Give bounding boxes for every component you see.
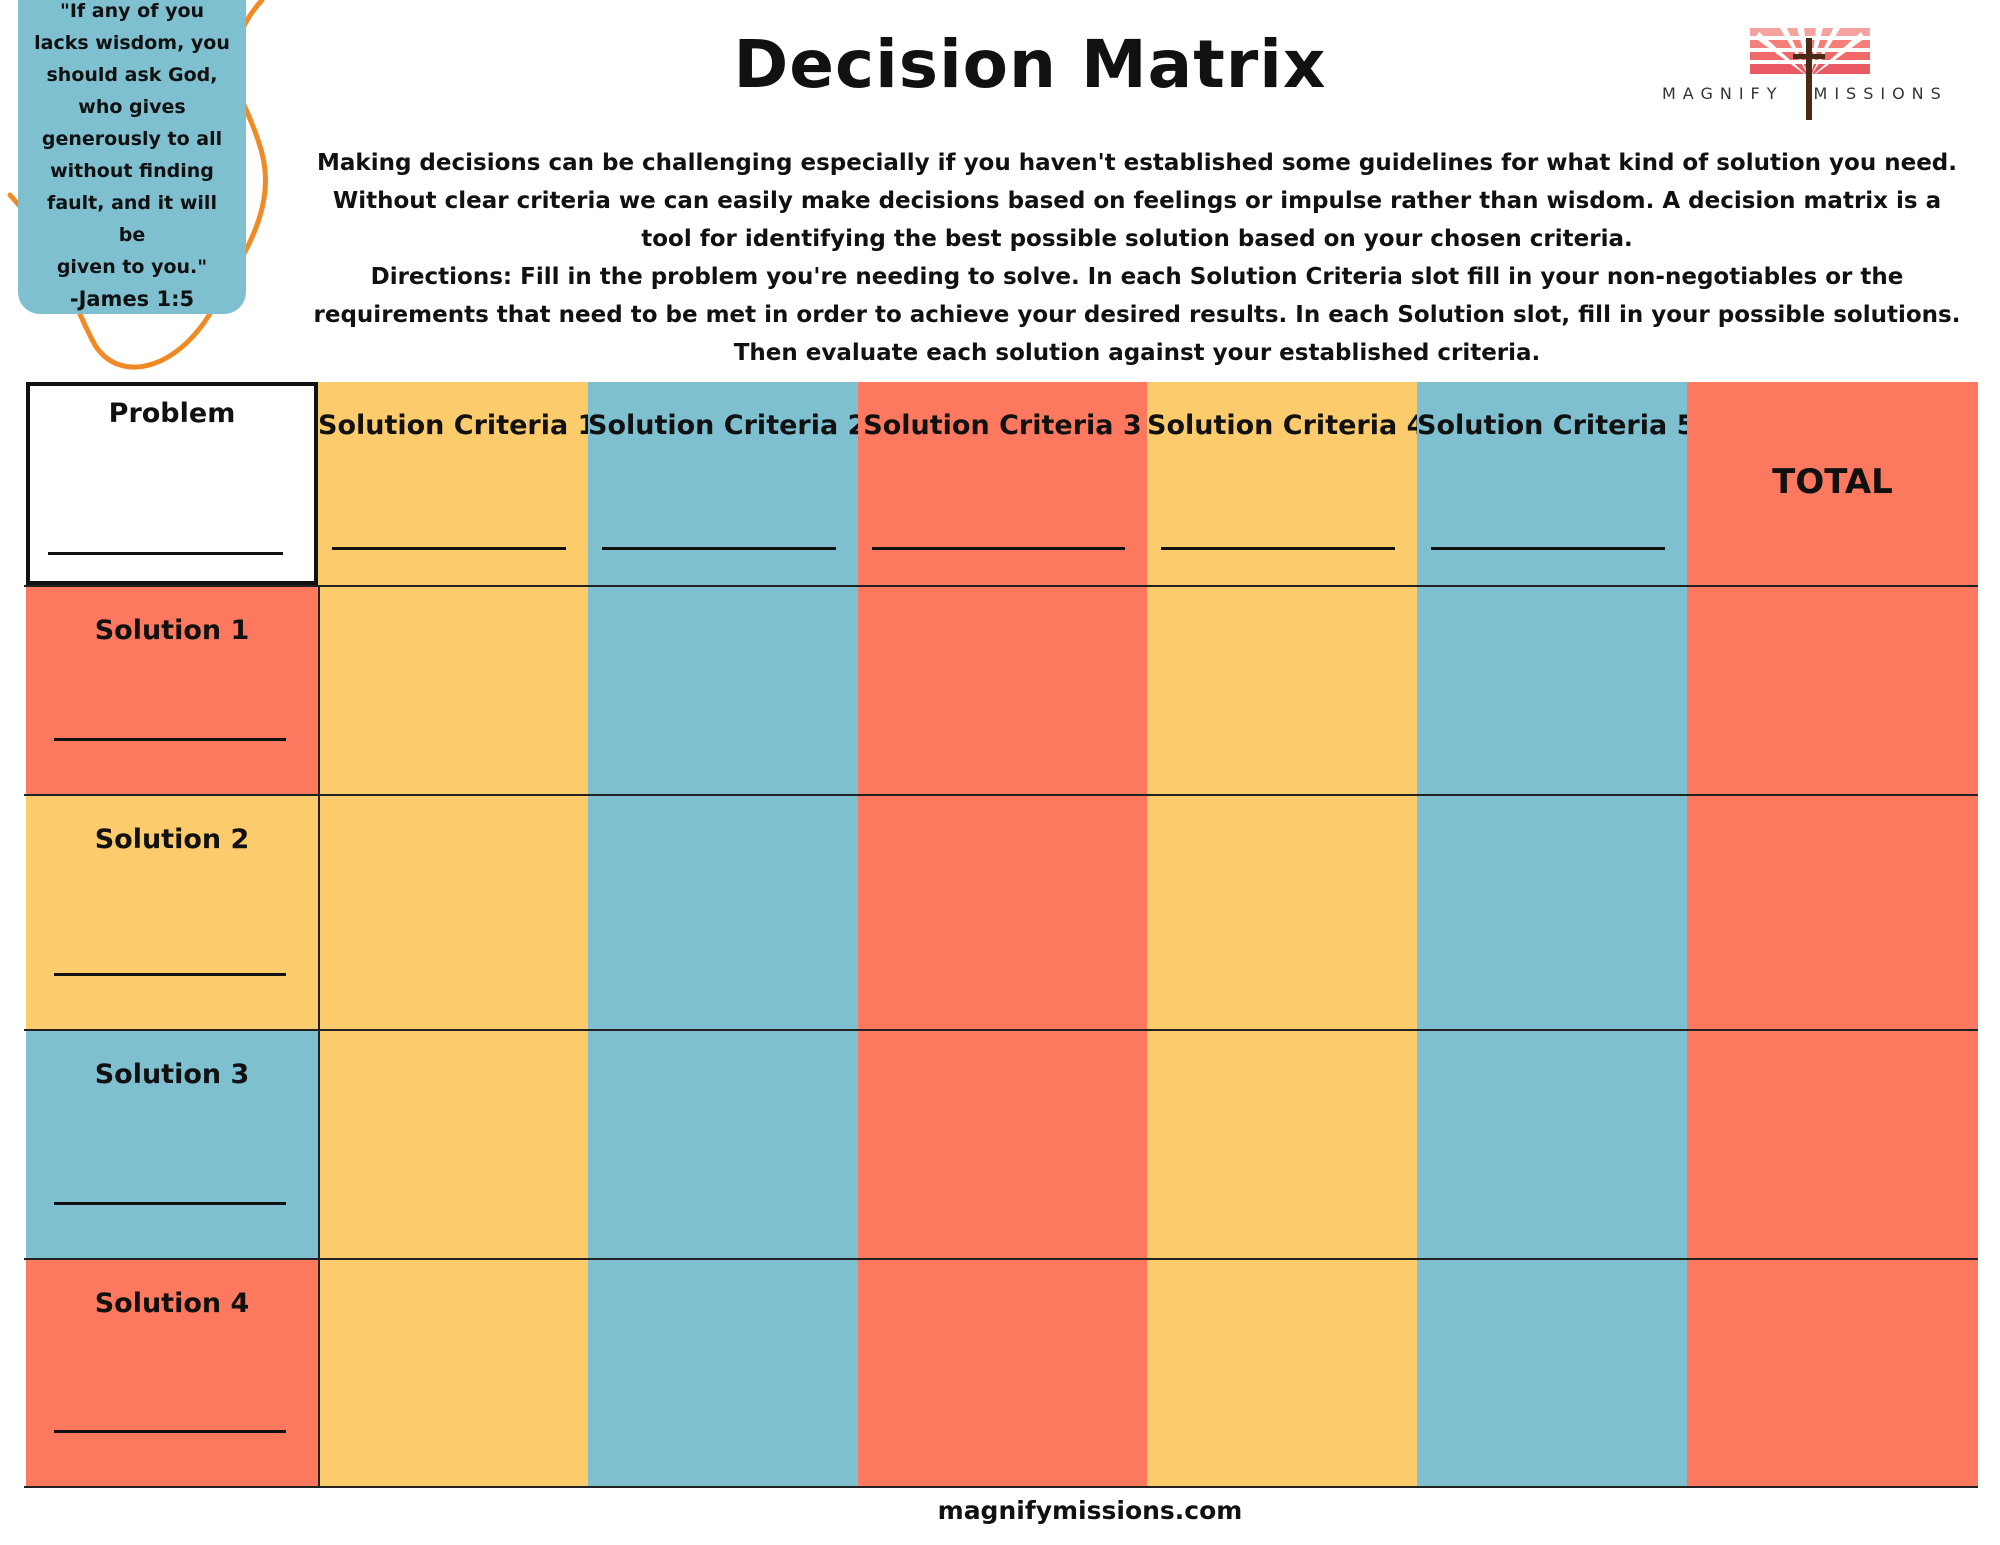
quote-reference: -James 1:5 [69,287,195,311]
criteria-column: Solution Criteria 4 [1147,382,1426,1486]
row-divider [24,794,1978,796]
solution-label: Solution 3 [94,1059,250,1090]
write-in-line[interactable] [1161,547,1395,550]
problem-label: Problem [108,398,236,429]
solution-4-cell[interactable]: Solution 4 [26,1258,318,1486]
magnify-missions-logo [1750,20,1870,120]
write-in-line[interactable] [54,973,286,976]
total-header: TOTAL [1772,462,1893,502]
write-in-line[interactable] [872,547,1125,550]
footer-url: magnifymissions.com [937,1496,1243,1525]
intro-text: Making decisions can be challenging espe… [312,144,1962,372]
quote-line: lacks wisdom, you [34,32,230,54]
write-in-line[interactable] [332,547,566,550]
criteria-header-5: Solution Criteria 5 [1417,410,1696,441]
solution-label: Solution 1 [94,615,250,646]
total-column: TOTAL [1687,382,1978,1486]
quote-line: should ask God, [46,64,218,86]
write-in-line[interactable] [54,738,286,741]
logo-wordmark: MAGNIFY MISSIONS [1662,84,1982,103]
criteria-column: Solution Criteria 1 [318,382,597,1486]
criteria-column: Solution Criteria 3 [858,382,1147,1486]
intro-paragraph: Making decisions can be challenging espe… [316,150,1958,252]
directions-paragraph: Directions: Fill in the problem you're n… [313,264,1961,366]
page-title: Decision Matrix [733,26,1327,103]
solution-3-cell[interactable]: Solution 3 [26,1029,318,1258]
write-in-line[interactable] [54,1202,286,1205]
quote-line: who gives [78,96,186,118]
criteria-header-4: Solution Criteria 4 [1147,410,1426,441]
quote-line: fault, and it will be [47,192,217,246]
row-divider [24,1258,1978,1260]
solution-label: Solution 4 [94,1288,250,1319]
logo-word-magnify: MAGNIFY [1662,84,1784,103]
row-divider [24,1486,1978,1488]
write-in-line[interactable] [1431,547,1665,550]
criteria-header-1: Solution Criteria 1 [318,410,597,441]
criteria-column: Solution Criteria 5 [1417,382,1696,1486]
criteria-header-2: Solution Criteria 2 [588,410,867,441]
write-in-line[interactable] [48,552,283,555]
quote-line: "If any of you [59,0,205,22]
row-divider [24,1029,1978,1031]
write-in-line[interactable] [54,1430,286,1433]
quote-line: generously to all [41,128,223,150]
solution-2-cell[interactable]: Solution 2 [26,794,318,1029]
write-in-line[interactable] [602,547,836,550]
quote-line: without finding [50,160,214,182]
criteria-header-3: Solution Criteria 3 [863,410,1142,441]
solution-1-cell[interactable]: Solution 1 [26,585,318,794]
criteria-column: Solution Criteria 2 [588,382,867,1486]
quote-line: given to you." [56,256,208,278]
row-divider [24,585,1978,587]
column-divider [318,585,320,1486]
problem-cell[interactable]: Problem [26,382,318,585]
bible-quote-card: "If any of you lacks wisdom, you should as… [18,0,246,314]
solution-label: Solution 2 [94,824,250,855]
quote-text: "If any of you lacks wisdom, you should as… [32,0,232,283]
logo-word-missions: MISSIONS [1813,84,1948,103]
